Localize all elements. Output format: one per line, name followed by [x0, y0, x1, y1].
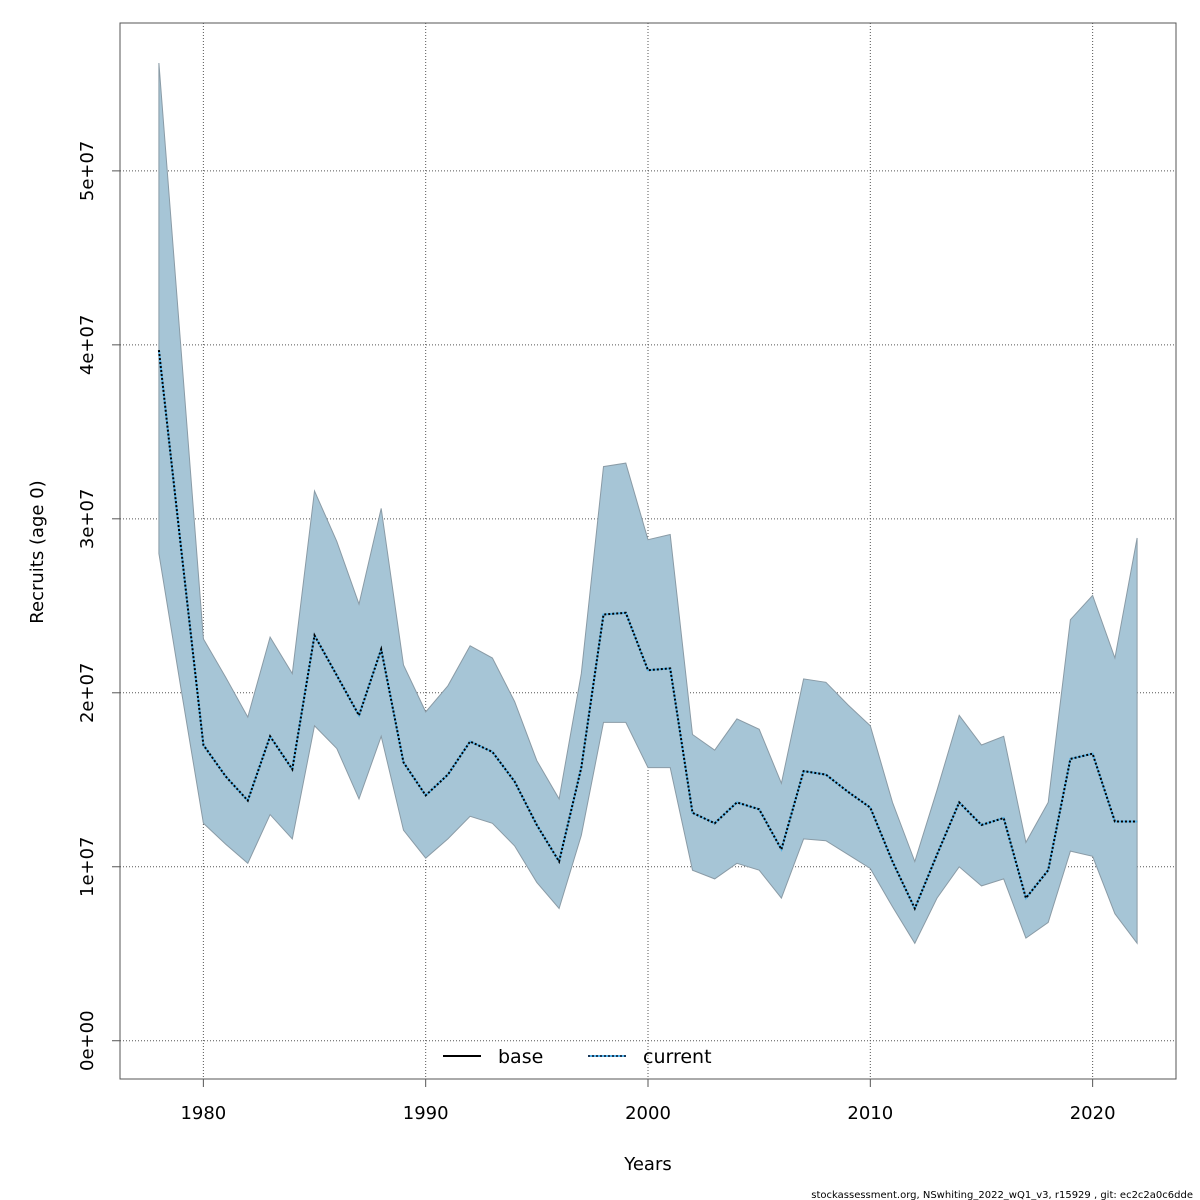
footer-credit: stockassessment.org, NSwhiting_2022_wQ1_… — [811, 1190, 1193, 1200]
y-tick-label: 1e+07 — [77, 836, 98, 897]
y-tick-label: 0e+00 — [77, 1010, 98, 1071]
current-series-line — [157, 349, 1138, 911]
legend-current-label: current — [643, 1046, 712, 1068]
x-tick-label: 2000 — [625, 1103, 671, 1124]
y-tick-label: 3e+07 — [77, 489, 98, 550]
legend: base current — [443, 1046, 712, 1068]
y-tick-label: 2e+07 — [77, 663, 98, 724]
x-axis: 1980 1990 2000 2010 2020 — [180, 1078, 1116, 1124]
y-tick-label: 4e+07 — [77, 315, 98, 376]
y-axis-title: Recruits (age 0) — [27, 480, 48, 623]
x-axis-title: Years — [623, 1154, 672, 1175]
x-tick-label: 1980 — [180, 1103, 226, 1124]
confidence-band — [158, 62, 1138, 945]
x-tick-label: 2010 — [847, 1103, 893, 1124]
x-tick-label: 1990 — [403, 1103, 449, 1124]
y-tick-label: 5e+07 — [77, 141, 98, 202]
legend-base-label: base — [498, 1046, 543, 1068]
x-tick-label: 2020 — [1070, 1103, 1116, 1124]
y-axis: 0e+00 1e+07 2e+07 3e+07 4e+07 5e+07 — [77, 141, 120, 1071]
